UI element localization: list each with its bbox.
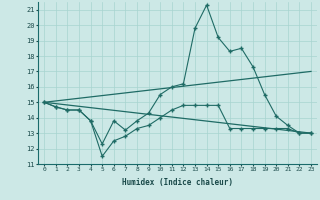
X-axis label: Humidex (Indice chaleur): Humidex (Indice chaleur)	[122, 178, 233, 187]
